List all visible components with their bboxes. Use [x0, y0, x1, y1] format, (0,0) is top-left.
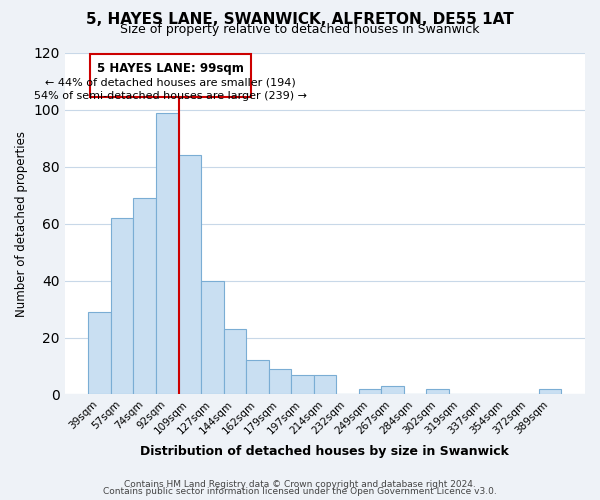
Bar	[179, 156, 201, 394]
Text: 5, HAYES LANE, SWANWICK, ALFRETON, DE55 1AT: 5, HAYES LANE, SWANWICK, ALFRETON, DE55 …	[86, 12, 514, 28]
Bar	[359, 389, 381, 394]
Text: 54% of semi-detached houses are larger (239) →: 54% of semi-detached houses are larger (…	[34, 92, 307, 102]
Bar	[246, 360, 269, 394]
Bar	[539, 389, 562, 394]
Bar	[156, 113, 179, 394]
Bar	[224, 329, 246, 394]
Text: 5 HAYES LANE: 99sqm: 5 HAYES LANE: 99sqm	[97, 62, 244, 74]
Bar	[201, 280, 224, 394]
Text: Contains public sector information licensed under the Open Government Licence v3: Contains public sector information licen…	[103, 487, 497, 496]
Bar	[88, 312, 111, 394]
Text: ← 44% of detached houses are smaller (194): ← 44% of detached houses are smaller (19…	[44, 77, 295, 87]
X-axis label: Distribution of detached houses by size in Swanwick: Distribution of detached houses by size …	[140, 444, 509, 458]
Text: Size of property relative to detached houses in Swanwick: Size of property relative to detached ho…	[120, 24, 480, 36]
Bar	[269, 369, 291, 394]
Bar	[111, 218, 133, 394]
FancyBboxPatch shape	[89, 54, 251, 97]
Bar	[291, 374, 314, 394]
Bar	[314, 374, 336, 394]
Bar	[133, 198, 156, 394]
Text: Contains HM Land Registry data © Crown copyright and database right 2024.: Contains HM Land Registry data © Crown c…	[124, 480, 476, 489]
Bar	[426, 389, 449, 394]
Y-axis label: Number of detached properties: Number of detached properties	[15, 130, 28, 316]
Bar	[381, 386, 404, 394]
